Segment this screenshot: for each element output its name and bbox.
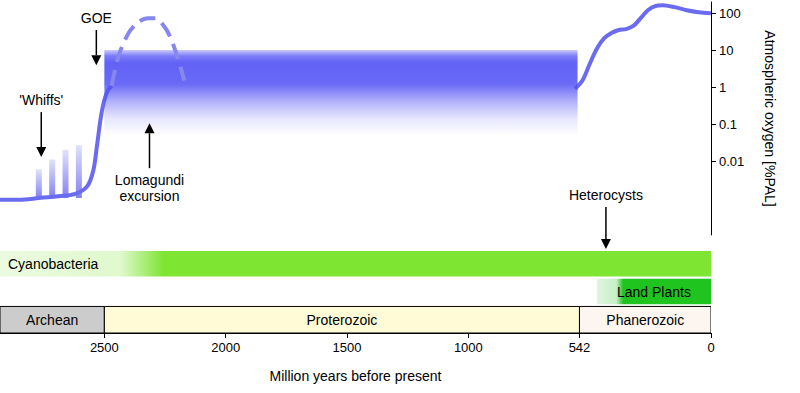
svg-text:1: 1: [719, 80, 726, 95]
svg-text:Land Plants: Land Plants: [617, 284, 691, 300]
svg-text:Heterocysts: Heterocysts: [569, 187, 643, 203]
svg-text:2500: 2500: [90, 340, 119, 355]
svg-text:excursion: excursion: [120, 188, 180, 204]
svg-text:Phanerozoic: Phanerozoic: [606, 312, 684, 328]
svg-text:0.1: 0.1: [719, 117, 737, 132]
svg-text:0: 0: [707, 340, 714, 355]
svg-text:Atmospheric oxygen [%PAL]: Atmospheric oxygen [%PAL]: [762, 30, 778, 206]
svg-text:10: 10: [719, 43, 733, 58]
svg-text:1000: 1000: [454, 340, 483, 355]
svg-text:Lomagundi: Lomagundi: [115, 172, 184, 188]
svg-text:1500: 1500: [333, 340, 362, 355]
svg-text:Million years before present: Million years before present: [270, 368, 442, 384]
svg-text:100: 100: [719, 6, 741, 21]
svg-text:GOE: GOE: [81, 10, 112, 26]
svg-text:0.01: 0.01: [719, 154, 744, 169]
svg-text:Proterozoic: Proterozoic: [307, 312, 378, 328]
svg-text:Cyanobacteria: Cyanobacteria: [8, 256, 98, 272]
svg-text:542: 542: [569, 340, 591, 355]
svg-text:2000: 2000: [211, 340, 240, 355]
svg-text:'Whiffs': 'Whiffs': [19, 92, 63, 108]
svg-text:Archean: Archean: [26, 312, 78, 328]
